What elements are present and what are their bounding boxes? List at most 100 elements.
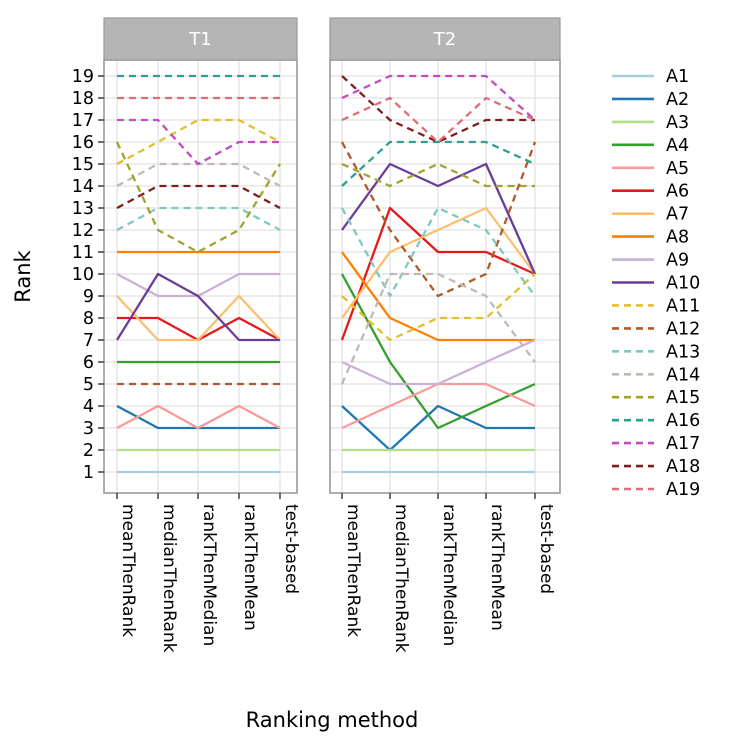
facet-strip — [103, 17, 298, 61]
x-tick-label: rankThenMedian — [199, 504, 219, 646]
y-tick-label: 4 — [83, 397, 94, 417]
legend-item-A16: A16 — [612, 411, 700, 431]
legend-item-A8: A8 — [612, 228, 689, 248]
legend-item-A17: A17 — [612, 434, 700, 454]
x-tick-label: test-based — [536, 504, 556, 594]
y-tick-label: 9 — [83, 287, 94, 307]
x-tick-label: meanThenRank — [118, 504, 138, 637]
legend-label-A7: A7 — [666, 205, 689, 225]
legend-item-A6: A6 — [612, 182, 689, 202]
legend-item-A11: A11 — [612, 296, 700, 316]
series-line-A7 — [116, 294, 281, 342]
y-tick-label: 2 — [83, 441, 94, 461]
legend-item-A13: A13 — [612, 342, 700, 362]
legend-item-A18: A18 — [612, 457, 700, 477]
series-line-A10 — [341, 162, 537, 275]
series-line-A18 — [116, 184, 281, 210]
series-line-A2 — [341, 404, 535, 452]
series-line-A5 — [116, 404, 281, 430]
facet-panel-T1: T1 meanThenRank medianThenRank rankThenMedi… — [103, 17, 301, 653]
series-line-A8 — [341, 251, 535, 342]
legend-item-A4: A4 — [612, 136, 689, 156]
x-tick-label: rankThenMean — [240, 504, 260, 631]
legend-label-A17: A17 — [666, 434, 700, 454]
series-line-A9 — [341, 338, 536, 386]
legend-label-A19: A19 — [666, 480, 700, 500]
legend-label-A9: A9 — [666, 251, 689, 271]
legend-label-A5: A5 — [666, 159, 689, 179]
y-tick-label: 7 — [83, 331, 94, 351]
x-axis-title: Ranking method — [246, 708, 419, 732]
y-tick-label: 16 — [72, 133, 94, 153]
legend-item-A2: A2 — [612, 90, 689, 110]
y-tick-label: 11 — [72, 243, 94, 263]
series-line-A14 — [340, 272, 536, 385]
x-tick-label: medianThenRank — [159, 504, 179, 653]
y-tick-label: 5 — [83, 375, 94, 395]
legend-item-A14: A14 — [612, 365, 700, 385]
y-tick-label: 18 — [72, 89, 94, 109]
series-line-A10 — [116, 272, 280, 342]
y-tick-label: 19 — [72, 67, 94, 87]
facet-strip-label-T2: T2 — [433, 29, 456, 50]
legend-label-A3: A3 — [666, 113, 689, 133]
legend-label-A1: A1 — [666, 67, 689, 87]
legend-item-A1: A1 — [612, 67, 689, 87]
legend-label-A2: A2 — [666, 90, 689, 110]
y-tick-label: 10 — [72, 265, 94, 285]
y-tick-label: 15 — [72, 155, 94, 175]
legend-item-A9: A9 — [612, 251, 689, 271]
series-line-A17 — [341, 74, 536, 121]
y-tick-label: 1 — [83, 463, 94, 483]
legend-item-A12: A12 — [612, 319, 700, 339]
legend-label-A15: A15 — [666, 388, 700, 408]
series-line-A11 — [116, 118, 281, 166]
series-line-A13 — [116, 206, 281, 232]
facet-strip-label-T1: T1 — [188, 29, 211, 50]
legend-label-A13: A13 — [666, 342, 700, 362]
legend-label-A10: A10 — [666, 274, 700, 294]
legend-item-A19: A19 — [612, 480, 700, 500]
x-tick-label: test-based — [281, 504, 301, 594]
panel-bg — [330, 60, 560, 493]
y-tick-label: 17 — [72, 111, 94, 131]
series-line-A6 — [340, 206, 536, 341]
y-tick-label: 3 — [83, 419, 94, 439]
legend-label-A4: A4 — [666, 136, 689, 156]
facet-strip — [329, 17, 561, 61]
legend-label-A8: A8 — [666, 228, 689, 248]
series-line-A12 — [340, 141, 537, 298]
y-tick-label: 14 — [72, 177, 94, 197]
series-line-A16 — [341, 140, 536, 187]
x-tick-label: meanThenRank — [343, 504, 363, 637]
y-tick-label: 13 — [72, 199, 94, 219]
series-line-A13 — [340, 206, 536, 298]
legend-item-A5: A5 — [612, 159, 689, 179]
legend-label-A18: A18 — [666, 457, 700, 477]
legend-label-A11: A11 — [666, 296, 700, 316]
legend-label-A12: A12 — [666, 319, 700, 339]
legend-item-A10: A10 — [612, 274, 700, 294]
legend-label-A16: A16 — [666, 411, 700, 431]
y-tick-label: 8 — [83, 309, 94, 329]
legend-label-A6: A6 — [666, 182, 689, 202]
facet-panel-T2: T2 meanThenRank medianThenRank rankThenMedi… — [329, 17, 561, 653]
legend-item-A7: A7 — [612, 205, 689, 225]
series-line-A4 — [340, 273, 536, 430]
series-line-A15 — [115, 141, 281, 254]
x-tick-label: medianThenRank — [391, 504, 411, 653]
series-line-A17 — [117, 118, 280, 166]
legend-item-A15: A15 — [612, 388, 700, 408]
series-line-A15 — [341, 162, 535, 188]
y-axis-title: Rank — [11, 249, 35, 302]
x-tick-label: rankThenMedian — [439, 504, 459, 646]
legend-label-A14: A14 — [666, 365, 700, 385]
legend-item-A3: A3 — [612, 113, 689, 133]
y-tick-label: 12 — [72, 221, 94, 241]
x-tick-label: rankThenMean — [487, 504, 507, 631]
y-tick-label: 6 — [83, 353, 94, 373]
